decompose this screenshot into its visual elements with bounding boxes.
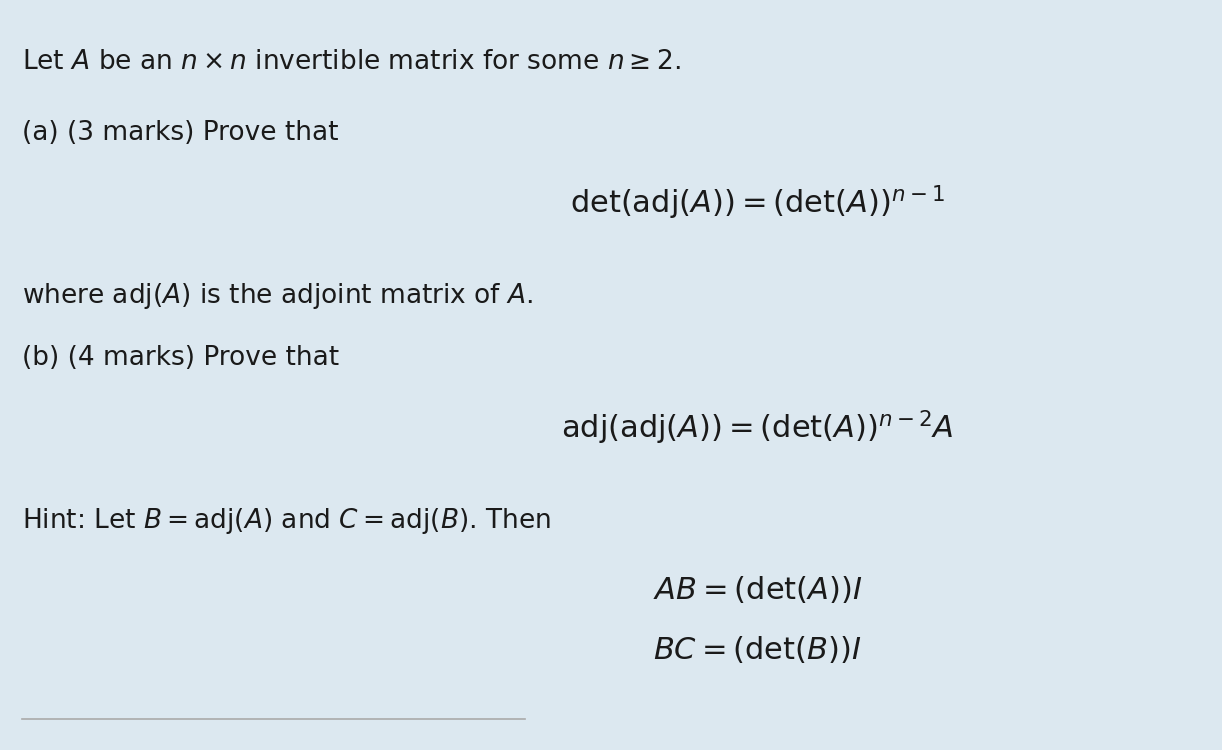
Text: $AB = (\mathrm{det}(A))I$: $AB = (\mathrm{det}(A))I$ bbox=[653, 574, 863, 604]
Text: $\mathrm{det}(\mathrm{adj}(A)) = (\mathrm{det}(A))^{n-1}$: $\mathrm{det}(\mathrm{adj}(A)) = (\mathr… bbox=[571, 184, 945, 222]
Text: (b) (4 marks) Prove that: (b) (4 marks) Prove that bbox=[22, 345, 340, 371]
Text: $\mathrm{adj}(\mathrm{adj}(A)) = (\mathrm{det}(A))^{n-2}A$: $\mathrm{adj}(\mathrm{adj}(A)) = (\mathr… bbox=[561, 409, 954, 447]
Text: $BC = (\mathrm{det}(B))I$: $BC = (\mathrm{det}(B))I$ bbox=[654, 634, 862, 664]
Text: where $\mathrm{adj}(A)$ is the adjoint matrix of $A$.: where $\mathrm{adj}(A)$ is the adjoint m… bbox=[22, 281, 533, 311]
Text: (a) (3 marks) Prove that: (a) (3 marks) Prove that bbox=[22, 120, 338, 146]
Text: Hint: Let $B = \mathrm{adj}(A)$ and $C = \mathrm{adj}(B)$. Then: Hint: Let $B = \mathrm{adj}(A)$ and $C =… bbox=[22, 506, 551, 536]
Text: Let $A$ be an $n \times n$ invertible matrix for some $n \geq 2$.: Let $A$ be an $n \times n$ invertible ma… bbox=[22, 49, 681, 75]
